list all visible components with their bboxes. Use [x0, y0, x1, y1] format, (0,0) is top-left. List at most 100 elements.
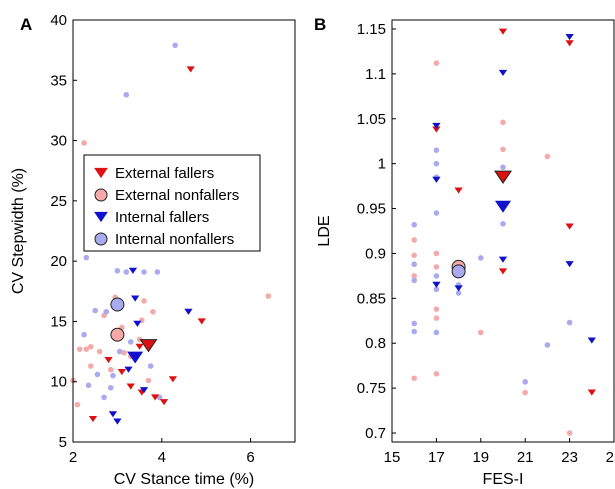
internal-nonfallers-point	[114, 267, 121, 274]
external-fallers-point	[151, 394, 160, 401]
internal-nonfallers-point	[92, 307, 98, 314]
external-nonfallers-point	[96, 348, 103, 355]
y-tick-label: 0.8	[365, 335, 386, 352]
y-tick-label: 1.05	[357, 111, 386, 128]
internal-nonfallers-point	[433, 210, 440, 216]
external-fallers-point	[186, 66, 195, 73]
external-nonfallers-point	[411, 273, 418, 279]
internal-nonfallers-point	[566, 319, 573, 326]
internal-nonfallers-point	[85, 382, 92, 389]
internal-fallers-point	[498, 256, 508, 263]
y-tick-label: 20	[50, 253, 67, 270]
legend-marker-external-nonfallers	[94, 188, 108, 202]
panel-label-b: B	[314, 15, 326, 34]
external-fallers-point	[117, 369, 126, 376]
internal-fallers-mean-point	[494, 200, 512, 213]
internal-nonfallers-point	[411, 261, 418, 268]
internal-nonfallers-point	[107, 384, 114, 391]
internal-nonfallers-mean-point	[110, 297, 125, 312]
panel-a: A 2 4 6 5 10 15 20 25 30 35 40 CV Stance time (%)…	[10, 12, 296, 488]
external-fallers-point	[168, 376, 178, 383]
external-fallers-point	[88, 416, 98, 423]
panel-a-y-axis-label: CV Stepwidth (%)	[10, 168, 27, 294]
internal-nonfallers-point	[500, 164, 506, 171]
internal-fallers-point	[108, 411, 118, 418]
x-tick-label: 15	[384, 449, 401, 466]
panel-b-x-ticks: 15 17 19 21 23 25	[384, 438, 615, 466]
internal-nonfallers-point	[522, 379, 528, 385]
y-tick-label: 15	[50, 313, 67, 330]
y-tick-label: 1.1	[365, 66, 386, 83]
external-nonfallers-point	[265, 293, 272, 299]
external-fallers-point	[587, 389, 596, 396]
legend-box	[83, 154, 261, 252]
internal-fallers-point	[454, 285, 463, 292]
internal-fallers-point	[565, 33, 574, 41]
external-nonfallers-point	[145, 377, 152, 384]
internal-fallers-point	[131, 295, 140, 302]
external-nonfallers-point	[433, 370, 440, 377]
internal-nonfallers-point	[83, 254, 90, 261]
external-nonfallers-point	[522, 389, 528, 396]
internal-nonfallers-point	[411, 221, 418, 228]
internal-nonfallers-point	[544, 342, 551, 348]
legend-label-internal-nonfallers: Internal nonfallers	[115, 231, 234, 248]
external-nonfallers-point	[433, 264, 440, 270]
x-tick-label: 6	[246, 449, 254, 466]
internal-nonfallers-point	[154, 269, 161, 275]
external-nonfallers-point	[433, 60, 440, 66]
internal-fallers-point	[184, 308, 193, 315]
internal-nonfallers-point	[94, 371, 101, 378]
x-tick-label: 4	[158, 449, 166, 466]
external-fallers-point	[135, 343, 144, 350]
external-nonfallers-point	[87, 363, 94, 369]
internal-nonfallers-point	[411, 328, 418, 335]
external-fallers-point	[565, 223, 574, 230]
external-fallers-mean-point	[494, 170, 512, 184]
external-nonfallers-point	[500, 146, 506, 153]
external-fallers-point	[565, 40, 574, 47]
y-tick-label: 25	[50, 193, 67, 210]
external-nonfallers-point	[121, 349, 127, 356]
external-nonfallers-point	[544, 153, 551, 160]
internal-nonfallers-point	[110, 372, 116, 379]
legend-marker-internal-fallers	[94, 211, 108, 223]
internal-nonfallers-point	[123, 269, 130, 275]
external-nonfallers-point	[107, 366, 114, 373]
internal-fallers-point	[133, 320, 142, 327]
panel-a-frame	[72, 19, 296, 443]
legend-label-internal-fallers: Internal fallers	[115, 209, 209, 226]
legend-marker-internal-nonfallers	[94, 232, 108, 246]
internal-nonfallers-point	[123, 91, 130, 98]
panel-a-y-ticks: 5 10 15 20 25 30 35 40	[50, 12, 77, 451]
external-nonfallers-point	[150, 308, 156, 315]
panel-b-frame	[391, 19, 615, 443]
legend: External fallers External nonfallers Inter…	[83, 154, 261, 252]
internal-nonfallers-point	[433, 286, 440, 293]
internal-fallers-point	[124, 366, 133, 373]
external-nonfallers-point	[81, 140, 87, 146]
internal-nonfallers-point	[172, 42, 178, 49]
y-tick-label: 35	[50, 72, 67, 89]
internal-nonfallers-point	[433, 273, 440, 279]
internal-nonfallers-point	[455, 290, 462, 296]
panel-b-points	[411, 28, 596, 436]
external-nonfallers-point	[141, 298, 147, 304]
internal-nonfallers-point	[81, 331, 87, 338]
panel-label-a: A	[20, 15, 32, 34]
internal-nonfallers-point	[433, 160, 440, 167]
external-nonfallers-point	[433, 250, 440, 257]
panel-b-means	[451, 170, 512, 279]
internal-nonfallers-point	[127, 339, 134, 345]
legend-items: External fallers External nonfallers Inter…	[94, 165, 239, 248]
external-nonfallers-point	[433, 306, 440, 312]
internal-fallers-point	[498, 69, 508, 77]
internal-nonfallers-point	[156, 394, 163, 401]
y-tick-label: 1	[378, 156, 386, 173]
internal-fallers-point	[432, 122, 441, 130]
internal-nonfallers-point	[478, 255, 484, 261]
internal-fallers-point	[565, 261, 574, 268]
external-nonfallers-mean-point	[110, 327, 125, 342]
internal-fallers-point	[432, 176, 441, 183]
